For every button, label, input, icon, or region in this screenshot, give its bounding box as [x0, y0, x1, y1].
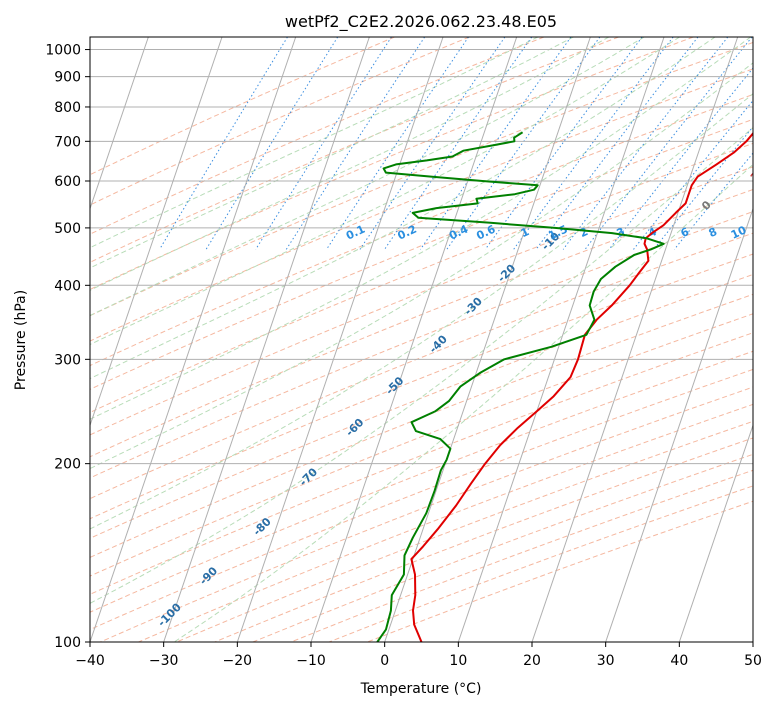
dry-adiabat — [90, 211, 753, 479]
mixing-ratio-label: 13 — [758, 223, 775, 241]
dry-adiabat — [90, 37, 619, 263]
dry-adiabat-label: 10 — [748, 164, 768, 184]
dry-adiabat — [90, 37, 694, 290]
dry-adiabat — [90, 142, 753, 413]
moist-adiabat — [90, 37, 680, 346]
mixing-ratio-line — [535, 37, 699, 250]
mixing-ratio-label: 10 — [729, 223, 749, 241]
isotherm — [457, 37, 665, 642]
x-tick-label: −20 — [223, 653, 253, 669]
mixing-ratio-line — [446, 37, 601, 250]
y-tick-label: 900 — [54, 70, 81, 86]
dry-adiabat — [90, 232, 753, 500]
mixing-ratio-line — [419, 37, 572, 250]
x-tick-label: −30 — [149, 653, 179, 669]
x-tick-label: 20 — [523, 653, 541, 669]
mixing-ratio-line — [205, 37, 339, 250]
x-tick-label: 10 — [449, 653, 467, 669]
y-tick-label: 100 — [54, 635, 81, 651]
y-tick-label: 800 — [54, 100, 81, 116]
y-axis-label: Pressure (hPa) — [13, 290, 29, 390]
isotherm — [90, 37, 297, 642]
chart-title: wetPf2_C2E2.2026.062.23.48.E05 — [285, 12, 557, 32]
pressure-grid — [90, 49, 753, 642]
isotherm — [90, 37, 149, 211]
y-tick-label: 1000 — [45, 43, 81, 59]
mixing-ratio-line — [584, 37, 753, 250]
isotherm — [90, 37, 223, 427]
dry-adiabat — [90, 188, 753, 458]
isotherm — [752, 640, 753, 642]
moist-adiabat — [90, 37, 539, 249]
y-tick-label: 600 — [54, 174, 81, 190]
dry-adiabat — [90, 37, 470, 206]
plot-frame — [89, 36, 754, 643]
mixing-ratio-line — [608, 67, 753, 250]
dry-adiabat — [90, 68, 753, 342]
isotherm — [236, 37, 444, 642]
dewpoint-line — [376, 131, 665, 642]
mixing-ratio-line — [255, 37, 392, 250]
profile-lines — [376, 131, 753, 642]
moist-adiabat — [90, 62, 753, 470]
dry-adiabat — [90, 41, 753, 317]
x-tick-label: −10 — [296, 653, 326, 669]
dry-adiabat — [90, 166, 753, 436]
dry-adiabat — [90, 37, 395, 176]
temperature-line — [410, 131, 753, 642]
mixing-ratio-line — [562, 37, 729, 250]
x-tick-label: 40 — [670, 653, 688, 669]
y-tick-label: 300 — [54, 352, 81, 368]
isotherm — [531, 37, 739, 642]
isotherm — [163, 37, 370, 642]
isotherm — [310, 37, 518, 642]
y-tick-label: 400 — [54, 278, 81, 294]
x-tick-label: 50 — [744, 653, 762, 669]
y-tick-label: 700 — [54, 134, 81, 150]
x-axis-label: Temperature (°C) — [360, 681, 482, 697]
isotherm — [605, 207, 753, 642]
plot-background — [90, 37, 753, 642]
isotherm — [384, 37, 591, 642]
axes: −40 −30 −20 −10 0 10 20 30 40 50 100 200 300 400 500 60… — [45, 43, 762, 669]
dry-adiabat — [90, 37, 545, 235]
dry-adiabat — [90, 253, 753, 520]
y-tick-label: 500 — [54, 221, 81, 237]
x-tick-label: 0 — [380, 653, 389, 669]
moist-adiabat — [90, 37, 610, 291]
isotherm — [0, 37, 1, 642]
moist-adiabat — [90, 37, 574, 269]
y-tick-label: 200 — [54, 457, 81, 473]
isotherm — [0, 37, 75, 642]
moist-adiabat — [90, 37, 716, 380]
isotherm — [678, 423, 753, 642]
mixing-ratio-line — [359, 37, 506, 250]
background-lines — [0, 37, 753, 642]
x-tick-label: −40 — [75, 653, 105, 669]
moist-adiabat — [90, 37, 645, 317]
dry-adiabat — [90, 93, 753, 367]
x-tick-label: 30 — [597, 653, 615, 669]
